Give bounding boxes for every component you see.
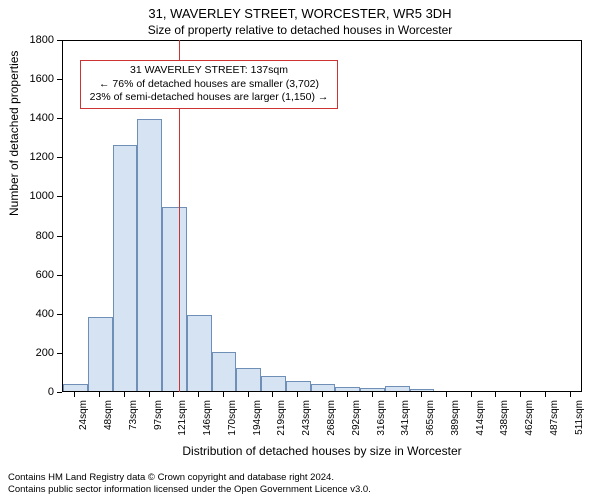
xtick-label: 219sqm	[276, 400, 287, 444]
xtick-label: 414sqm	[475, 400, 486, 444]
x-axis-label: Distribution of detached houses by size …	[62, 444, 582, 458]
xtick-label: 97sqm	[153, 400, 164, 444]
histogram-bar	[385, 386, 410, 391]
footer-line-2: Contains public sector information licen…	[8, 484, 371, 496]
ytick-label: 1600	[0, 73, 54, 85]
histogram-bar	[137, 119, 162, 391]
xtick-label: 194sqm	[252, 400, 263, 444]
histogram-bar	[311, 384, 336, 391]
ytick-label: 600	[0, 269, 54, 281]
xtick-label: 48sqm	[103, 400, 114, 444]
xtick-label: 170sqm	[227, 400, 238, 444]
ytick-label: 200	[0, 347, 54, 359]
xtick-mark	[198, 392, 199, 397]
ytick-label: 1200	[0, 151, 54, 163]
ytick-mark	[57, 314, 62, 315]
xtick-label: 341sqm	[400, 400, 411, 444]
annotation-line-2: ← 76% of detached houses are smaller (3,…	[87, 78, 331, 92]
xtick-mark	[149, 392, 150, 397]
xtick-label: 243sqm	[301, 400, 312, 444]
ytick-mark	[57, 196, 62, 197]
xtick-mark	[396, 392, 397, 397]
xtick-mark	[421, 392, 422, 397]
histogram-bar	[261, 376, 286, 391]
xtick-mark	[520, 392, 521, 397]
xtick-label: 316sqm	[376, 400, 387, 444]
ytick-label: 1000	[0, 190, 54, 202]
xtick-label: 511sqm	[574, 400, 585, 444]
xtick-label: 268sqm	[326, 400, 337, 444]
xtick-label: 438sqm	[499, 400, 510, 444]
ytick-mark	[57, 118, 62, 119]
ytick-mark	[57, 353, 62, 354]
xtick-mark	[272, 392, 273, 397]
xtick-label: 487sqm	[549, 400, 560, 444]
histogram-bar	[410, 389, 435, 391]
xtick-label: 389sqm	[450, 400, 461, 444]
ytick-mark	[57, 79, 62, 80]
xtick-label: 24sqm	[78, 400, 89, 444]
xtick-mark	[347, 392, 348, 397]
xtick-mark	[372, 392, 373, 397]
xtick-mark	[570, 392, 571, 397]
xtick-mark	[124, 392, 125, 397]
histogram-bar	[162, 207, 187, 391]
ytick-mark	[57, 157, 62, 158]
xtick-label: 462sqm	[524, 400, 535, 444]
xtick-mark	[99, 392, 100, 397]
histogram-bar	[88, 317, 113, 391]
histogram-bar	[286, 381, 311, 391]
xtick-mark	[495, 392, 496, 397]
histogram-bar	[236, 368, 261, 391]
ytick-mark	[57, 275, 62, 276]
ytick-mark	[57, 236, 62, 237]
annotation-line-1: 31 WAVERLEY STREET: 137sqm	[87, 64, 331, 78]
ytick-mark	[57, 40, 62, 41]
footer-line-1: Contains HM Land Registry data © Crown c…	[8, 472, 371, 484]
xtick-label: 121sqm	[177, 400, 188, 444]
xtick-label: 365sqm	[425, 400, 436, 444]
chart-title: 31, WAVERLEY STREET, WORCESTER, WR5 3DH	[0, 0, 600, 21]
xtick-mark	[248, 392, 249, 397]
histogram-bar	[113, 145, 138, 391]
xtick-label: 292sqm	[351, 400, 362, 444]
annotation-box: 31 WAVERLEY STREET: 137sqm← 76% of detac…	[80, 60, 338, 109]
histogram-bar	[335, 387, 360, 391]
ytick-label: 400	[0, 308, 54, 320]
ytick-label: 1400	[0, 112, 54, 124]
ytick-label: 0	[0, 386, 54, 398]
ytick-label: 1800	[0, 34, 54, 46]
footer-attribution: Contains HM Land Registry data © Crown c…	[8, 472, 371, 496]
xtick-mark	[471, 392, 472, 397]
histogram-bar	[63, 384, 88, 391]
xtick-mark	[173, 392, 174, 397]
xtick-label: 146sqm	[202, 400, 213, 444]
annotation-line-3: 23% of semi-detached houses are larger (…	[87, 91, 331, 105]
chart-subtitle: Size of property relative to detached ho…	[0, 21, 600, 37]
histogram-bar	[187, 315, 212, 391]
xtick-mark	[297, 392, 298, 397]
ytick-label: 800	[0, 230, 54, 242]
ytick-mark	[57, 392, 62, 393]
histogram-bar	[360, 388, 385, 391]
xtick-mark	[545, 392, 546, 397]
xtick-mark	[74, 392, 75, 397]
xtick-mark	[322, 392, 323, 397]
xtick-mark	[446, 392, 447, 397]
xtick-label: 73sqm	[128, 400, 139, 444]
xtick-mark	[223, 392, 224, 397]
histogram-bar	[212, 352, 237, 391]
